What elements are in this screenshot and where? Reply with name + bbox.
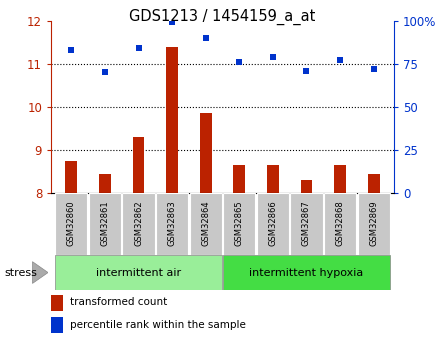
Text: GSM32866: GSM32866 (268, 200, 277, 246)
Bar (368, 174, 380, 193)
Point (336, 58, 344, 63)
FancyBboxPatch shape (55, 255, 222, 290)
Bar (267, 165, 279, 193)
FancyBboxPatch shape (223, 193, 255, 255)
Text: GSM32869: GSM32869 (369, 200, 378, 246)
Point (202, 35, 209, 41)
FancyBboxPatch shape (156, 193, 188, 255)
Text: GDS1213 / 1454159_a_at: GDS1213 / 1454159_a_at (129, 9, 316, 25)
Point (68, 47, 75, 53)
Text: intermittent air: intermittent air (96, 268, 181, 277)
Text: GSM32863: GSM32863 (168, 200, 177, 246)
Point (370, 66, 377, 72)
Text: GSM32861: GSM32861 (101, 200, 109, 246)
Text: transformed count: transformed count (70, 297, 167, 307)
Text: intermittent hypoxia: intermittent hypoxia (249, 268, 364, 277)
Point (303, 68, 310, 73)
FancyBboxPatch shape (190, 193, 222, 255)
FancyBboxPatch shape (122, 193, 155, 255)
Bar (51, 295, 63, 310)
Text: percentile rank within the sample: percentile rank within the sample (70, 320, 246, 330)
Text: GSM32860: GSM32860 (67, 200, 76, 246)
Text: GSM32864: GSM32864 (201, 200, 210, 246)
Text: GSM32862: GSM32862 (134, 200, 143, 246)
Point (169, 20, 176, 25)
Text: GSM32867: GSM32867 (302, 200, 311, 246)
Bar (99, 174, 111, 193)
Bar (200, 114, 211, 193)
FancyBboxPatch shape (357, 193, 390, 255)
Polygon shape (32, 262, 48, 284)
FancyBboxPatch shape (324, 193, 356, 255)
Bar (133, 137, 144, 193)
Text: GSM32865: GSM32865 (235, 200, 244, 246)
FancyBboxPatch shape (223, 255, 390, 290)
Bar (166, 47, 178, 193)
Point (236, 59, 243, 65)
Bar (334, 165, 346, 193)
Bar (234, 165, 245, 193)
FancyBboxPatch shape (55, 193, 88, 255)
Point (101, 70, 109, 75)
Point (135, 46, 142, 51)
Bar (65, 161, 77, 193)
Text: GSM32868: GSM32868 (336, 200, 344, 246)
Bar (301, 180, 312, 193)
Point (269, 54, 276, 60)
FancyBboxPatch shape (89, 193, 121, 255)
Bar (51, 317, 63, 333)
Text: stress: stress (4, 268, 37, 277)
FancyBboxPatch shape (290, 193, 323, 255)
FancyBboxPatch shape (257, 193, 289, 255)
